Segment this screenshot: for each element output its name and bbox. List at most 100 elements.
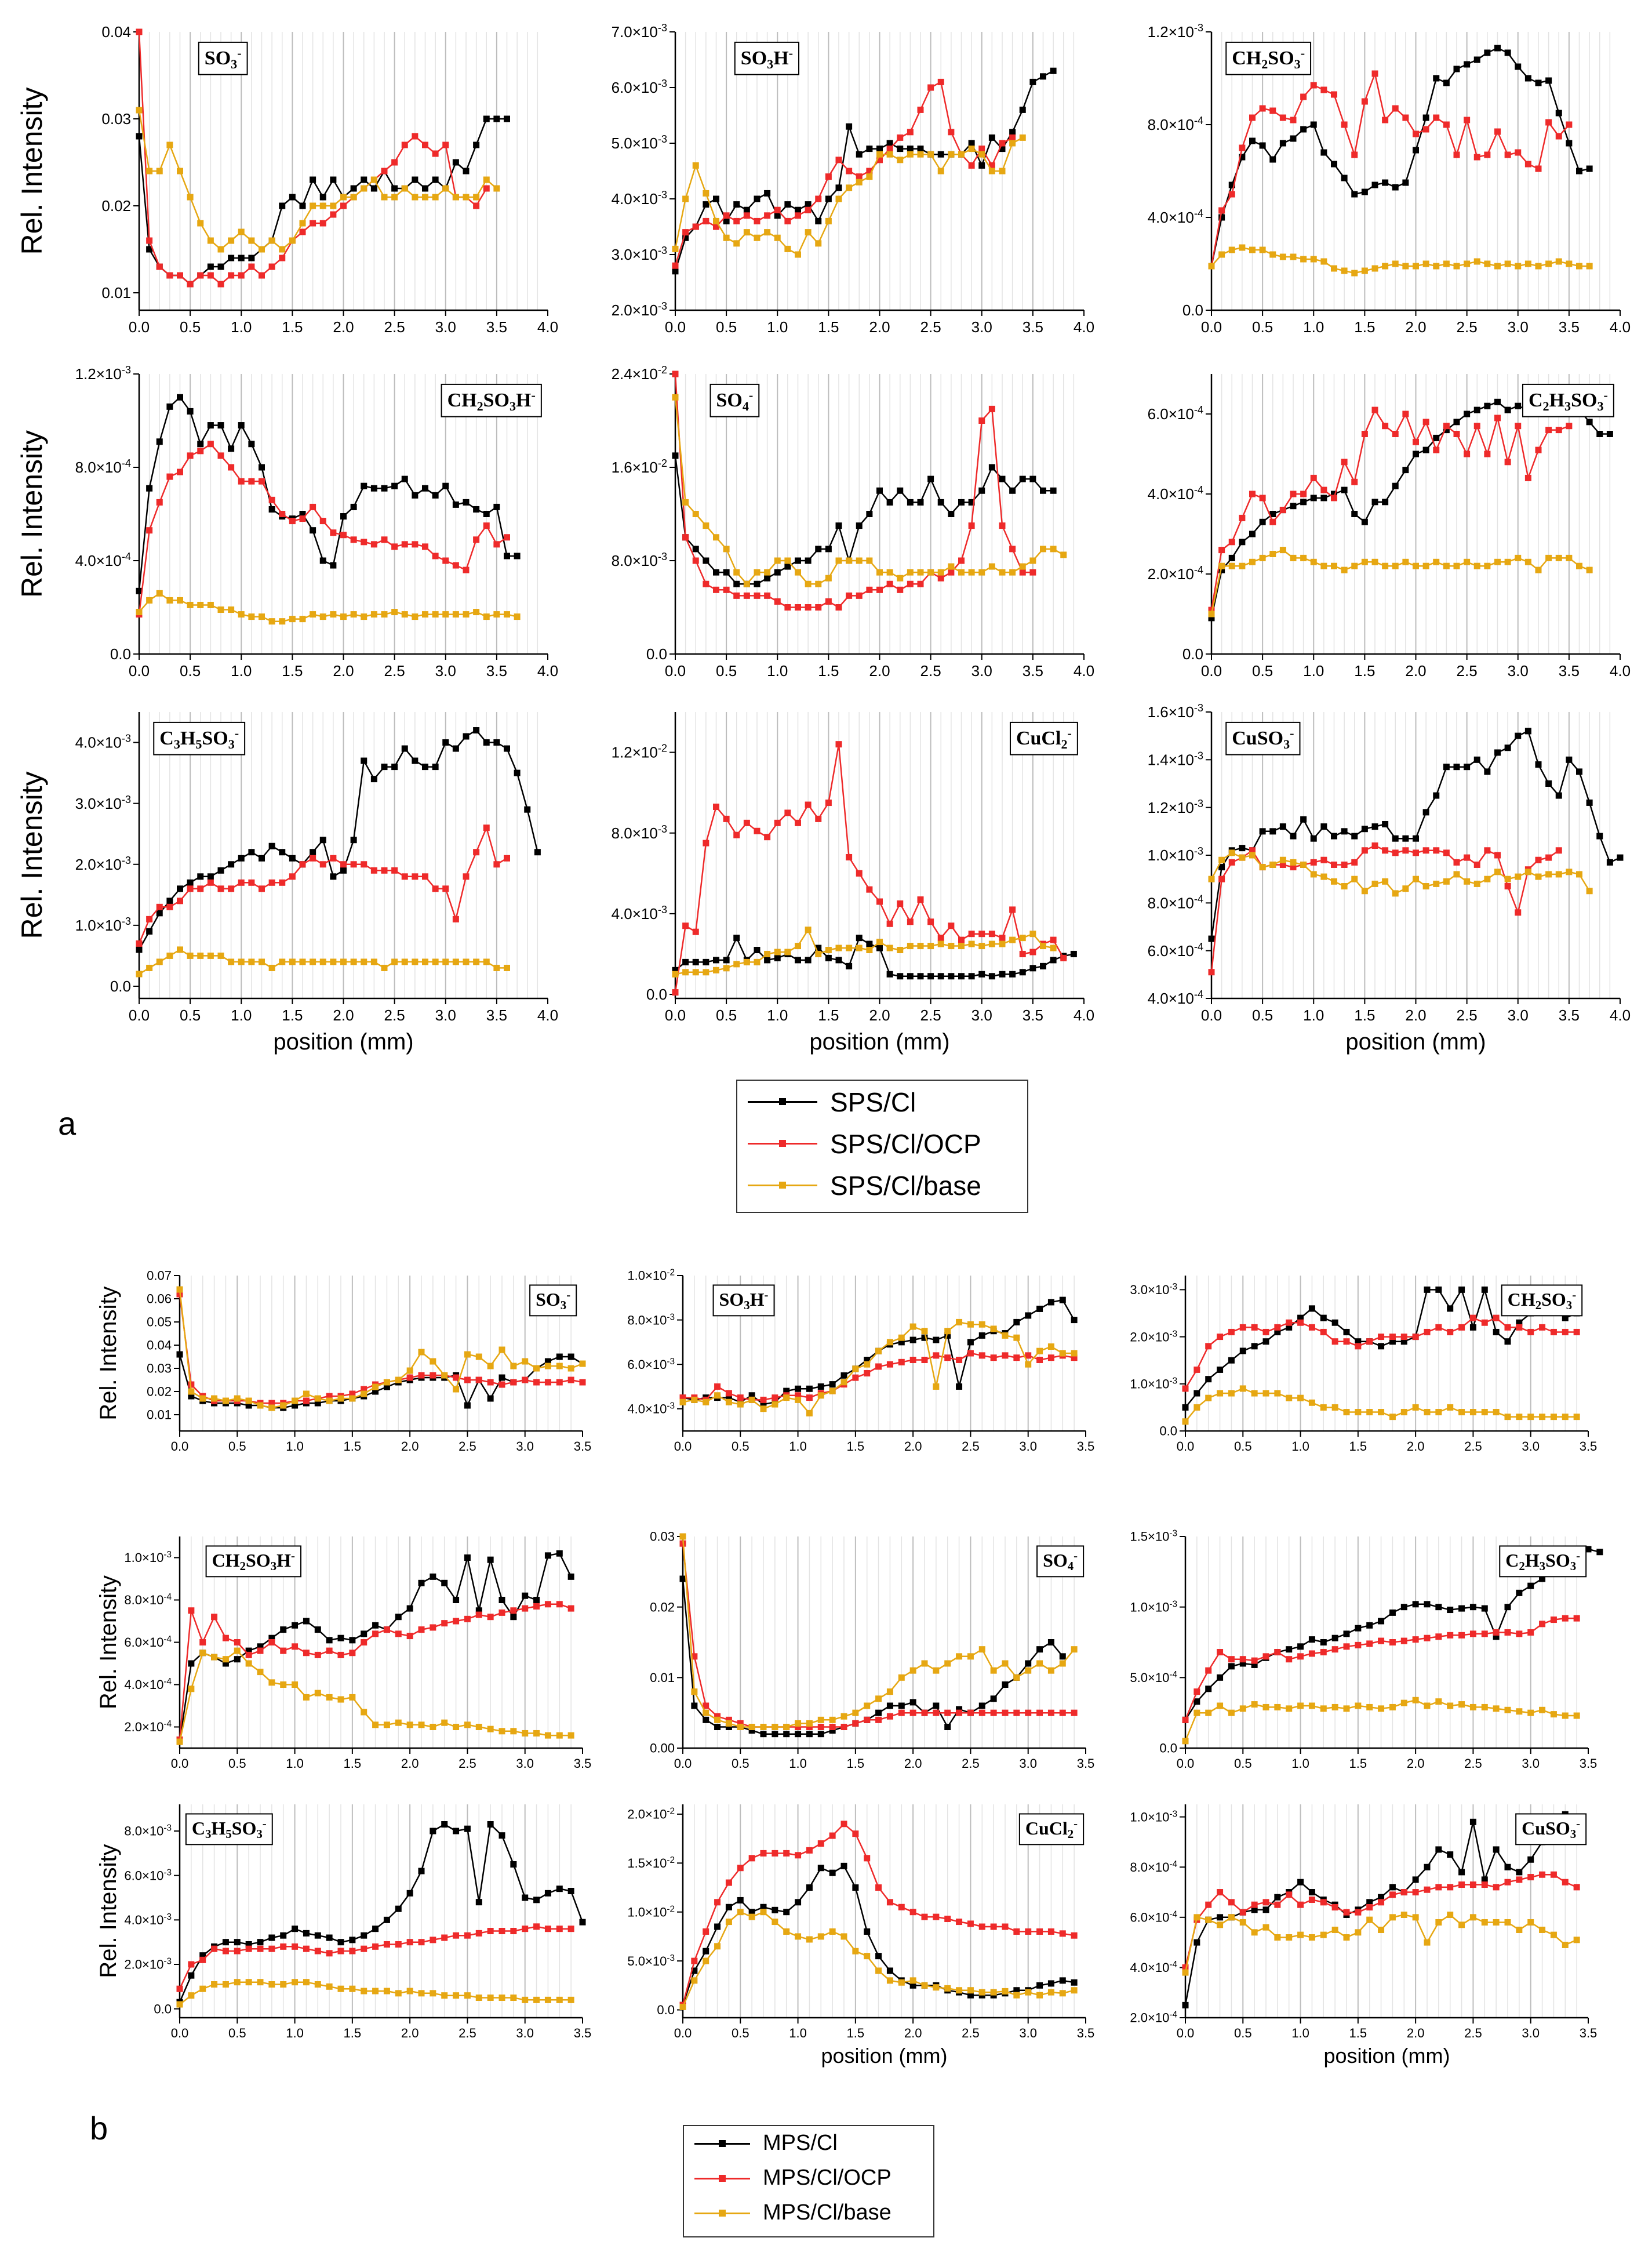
- tick-mantissa: 1.0×10: [627, 1269, 667, 1283]
- data-point: [432, 150, 439, 157]
- data-point: [326, 1694, 333, 1701]
- y-tick-label: 0.0: [646, 645, 667, 663]
- data-point: [245, 1941, 252, 1948]
- data-point: [948, 922, 955, 929]
- data-point: [1071, 1317, 1078, 1324]
- data-point: [136, 587, 143, 594]
- ion-label-b7: C3H5SO3-: [192, 1817, 267, 1841]
- data-point: [1300, 93, 1307, 100]
- data-point: [1310, 474, 1317, 481]
- data-point: [498, 1597, 505, 1603]
- data-point: [1019, 950, 1026, 957]
- data-point: [1009, 569, 1016, 576]
- data-point: [211, 1654, 218, 1661]
- data-point: [909, 1323, 916, 1330]
- data-point: [737, 1720, 744, 1727]
- data-point: [1279, 861, 1286, 868]
- data-point: [999, 971, 1006, 978]
- data-point: [314, 1651, 321, 1658]
- data-point: [1524, 474, 1531, 481]
- data-point: [1484, 876, 1491, 882]
- formula-subscript: 3: [1570, 1828, 1576, 1841]
- data-point: [370, 541, 377, 548]
- tick-exponent: -4: [1194, 404, 1203, 416]
- data-point: [197, 272, 204, 279]
- x-tick-label: 1.5: [282, 318, 303, 336]
- data-point: [228, 255, 235, 261]
- data-point: [493, 739, 500, 746]
- data-point: [1402, 179, 1409, 186]
- data-point: [1586, 263, 1593, 270]
- x-tick-label: 1.0: [1291, 1756, 1309, 1771]
- data-point: [1481, 1703, 1488, 1710]
- data-point: [743, 580, 750, 587]
- data-point: [748, 1396, 755, 1403]
- formula-superscript: -: [1290, 726, 1294, 740]
- data-point: [1493, 1629, 1500, 1636]
- data-point: [567, 1605, 574, 1612]
- data-point: [876, 157, 883, 164]
- data-point: [248, 849, 255, 856]
- data-point: [1481, 1630, 1488, 1637]
- data-point: [422, 873, 428, 880]
- formula-text: C: [192, 1818, 205, 1839]
- data-point: [556, 1732, 563, 1739]
- data-point: [1443, 878, 1450, 885]
- data-point: [703, 190, 709, 197]
- data-point: [1516, 1589, 1523, 1596]
- y-tick-label: 2.0×10-4: [1130, 2010, 1177, 2025]
- data-point: [692, 223, 699, 230]
- data-point: [1493, 1409, 1500, 1416]
- data-point: [1036, 1356, 1043, 1363]
- data-point: [1228, 1899, 1235, 1906]
- data-point: [1617, 854, 1624, 861]
- data-point: [1392, 431, 1399, 437]
- ion-label-a6: C2H3SO3-: [1529, 388, 1608, 413]
- data-point: [166, 473, 173, 480]
- data-point: [475, 1607, 482, 1614]
- data-point: [207, 441, 214, 448]
- data-point: [958, 151, 965, 158]
- panel-b-label: b: [90, 2110, 108, 2146]
- legend-label: SPS/Cl/OCP: [830, 1128, 981, 1159]
- data-point: [381, 536, 388, 543]
- data-point: [1382, 263, 1389, 270]
- data-point: [510, 1607, 517, 1614]
- y-tick-label: 0.04: [101, 23, 131, 41]
- tick-mantissa: 1.0×10: [1130, 1600, 1169, 1614]
- data-point: [866, 586, 873, 593]
- data-point: [1371, 406, 1378, 413]
- x-tick-label: 4.0: [537, 662, 558, 680]
- data-point: [1262, 1390, 1269, 1397]
- data-point: [937, 499, 944, 506]
- data-point: [1208, 611, 1215, 617]
- data-point: [361, 958, 367, 965]
- data-point: [1412, 1697, 1419, 1703]
- data-point: [829, 1727, 836, 1734]
- data-point: [567, 1926, 574, 1932]
- data-point: [760, 1850, 767, 1857]
- data-point: [1251, 1929, 1258, 1936]
- data-point: [1286, 1705, 1293, 1712]
- data-point: [743, 958, 750, 965]
- data-point: [1217, 1921, 1224, 1928]
- data-point: [1029, 475, 1036, 482]
- data-point: [1262, 1338, 1269, 1345]
- data-point: [898, 1702, 905, 1709]
- data-point: [292, 1643, 299, 1650]
- data-point: [464, 1402, 471, 1409]
- ion-label-box: [1515, 1813, 1587, 1846]
- data-point: [806, 1731, 813, 1738]
- data-point: [1539, 1871, 1546, 1878]
- data-point: [370, 176, 377, 183]
- data-point: [1389, 1609, 1396, 1616]
- data-point: [1218, 251, 1225, 258]
- formula-superscript: -: [235, 726, 239, 740]
- data-point: [361, 757, 367, 764]
- data-point: [1047, 1354, 1054, 1361]
- data-point: [703, 840, 709, 847]
- tick-mantissa: 8.0×10: [1148, 894, 1194, 911]
- legend-swatch: [748, 1164, 817, 1206]
- data-point: [1290, 864, 1297, 871]
- tick-mantissa: 8.0×10: [75, 459, 122, 476]
